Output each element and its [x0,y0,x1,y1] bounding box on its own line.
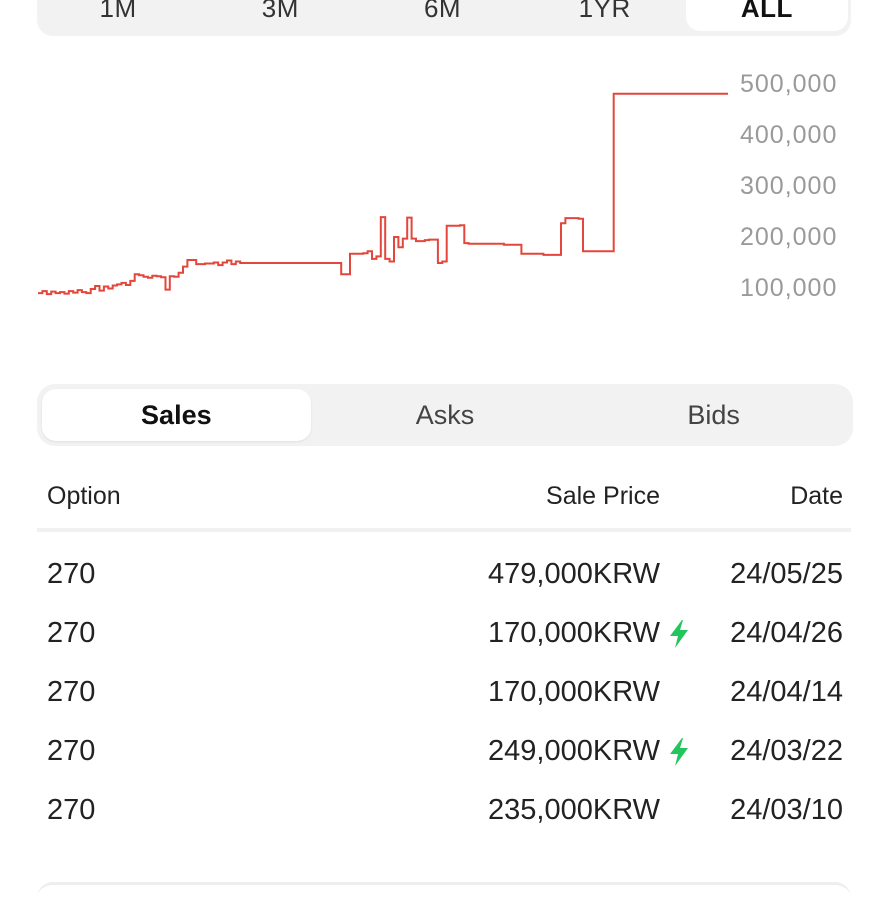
bottom-panel-edge [37,882,851,905]
y-tick-label: 500,000 [740,70,837,98]
range-tab-1yr[interactable]: 1YR [578,0,631,23]
table-row: 270 479,000KRW 24/05/25 [0,558,890,598]
trade-type-segmented-control: Sales Asks Bids [37,384,853,446]
y-tick-label: 400,000 [740,121,837,149]
row-date: 24/03/22 [730,735,843,767]
y-tick-label: 300,000 [740,172,837,200]
y-tick-label: 200,000 [740,223,837,251]
row-date: 24/05/25 [730,558,843,590]
time-range-tabs: 1M 3M 6M 1YR ALL [37,0,851,36]
table-row: 270 235,000KRW 24/03/10 [0,794,890,834]
range-tab-1m[interactable]: 1M [99,0,137,23]
row-sale-price: 479,000KRW [488,558,660,590]
range-tab-6m[interactable]: 6M [423,0,462,23]
segment-sales[interactable]: Sales [42,389,311,441]
row-date: 24/04/14 [730,676,843,708]
row-sale-price: 170,000KRW [488,676,660,708]
table-row: 270 170,000KRW 24/04/26 [0,617,890,657]
header-divider [37,528,851,532]
row-option: 270 [47,794,96,826]
column-header-date: Date [790,482,843,510]
y-axis-ticks: 500,000 400,000 300,000 200,000 100,000 [740,70,837,302]
price-history-chart: 500,000 400,000 300,000 200,000 100,000 [38,70,837,302]
row-sale-price: 170,000KRW [488,617,660,649]
lightning-bolt-icon [670,620,688,648]
y-tick-label: 100,000 [740,274,837,302]
range-tab-3m[interactable]: 3M [261,0,299,23]
segment-asks[interactable]: Asks [415,399,475,430]
table-row: 270 170,000KRW 24/04/14 [0,676,890,716]
row-option: 270 [47,558,96,590]
row-option: 270 [47,676,96,708]
row-sale-price: 249,000KRW [488,735,660,767]
column-header-sale-price: Sale Price [546,482,660,510]
row-date: 24/03/10 [730,794,843,826]
row-date: 24/04/26 [730,617,843,649]
table-row: 270 249,000KRW 24/03/22 [0,735,890,775]
row-option: 270 [47,617,96,649]
price-line [38,92,728,296]
lightning-bolt-icon [670,738,688,766]
column-header-option: Option [47,482,121,510]
row-option: 270 [47,735,96,767]
range-tab-all[interactable]: ALL [685,0,849,31]
segment-bids[interactable]: Bids [687,399,740,430]
row-sale-price: 235,000KRW [488,794,660,826]
